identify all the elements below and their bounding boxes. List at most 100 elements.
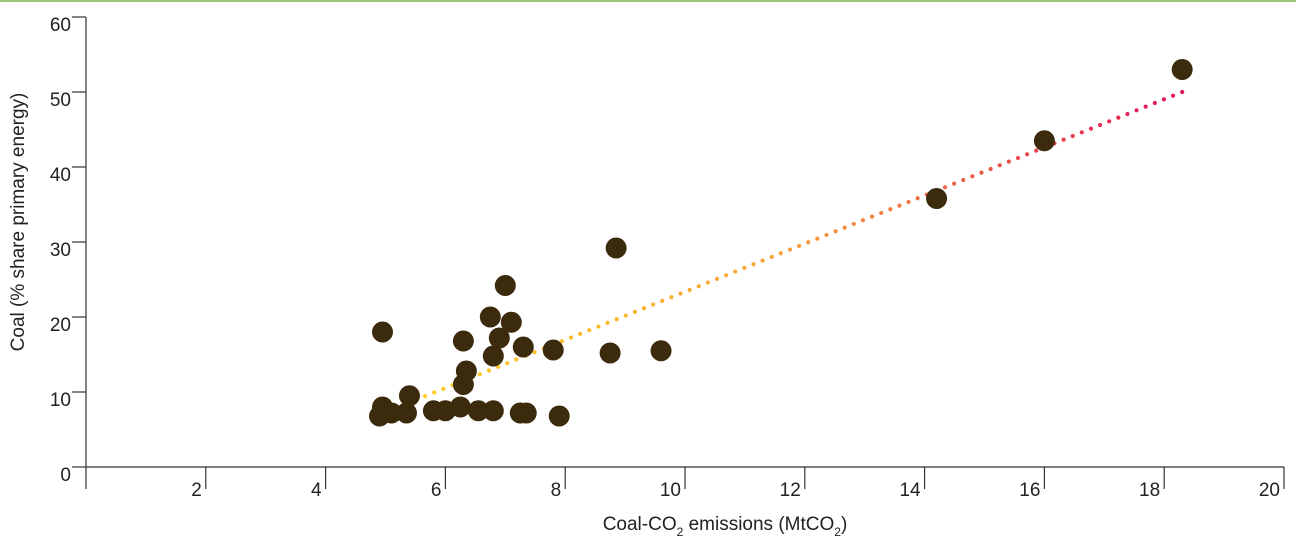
y-tick-label: 60 [50,15,71,36]
trendline-dot [961,177,966,183]
x-tick-label: 4 [311,480,322,501]
data-point [500,311,522,333]
data-point [650,340,672,362]
y-axis-title: Coal (% share primary energy) [8,93,29,352]
trendline-dot [632,309,638,314]
trendline-dot [869,214,875,219]
data-point [372,321,394,343]
trendline-dot [1143,104,1148,109]
trendline-dot [833,229,838,234]
data-point [398,385,420,407]
x-tick-label: 10 [660,480,681,501]
data-point [599,342,621,364]
trendline-dot [1015,155,1021,161]
y-tick-label: 50 [50,90,71,111]
trendline-dot [1006,159,1011,164]
trendline-dot [1070,133,1075,139]
data-point [449,396,471,418]
data-point [494,275,516,296]
trendline-dot [477,372,482,377]
data-point [512,336,534,358]
trendline-dot [1034,148,1039,153]
y-tick-label: 0 [60,465,71,486]
trendline-dot [742,265,747,271]
trendline-dot [824,232,829,238]
trendline-dot [733,269,738,274]
x-tick-label: 14 [899,480,921,501]
trendline-dot [432,390,437,395]
trendline-dot [1025,152,1030,157]
trendline-dot [851,221,856,227]
data-point [548,405,570,427]
tick-group: 2 4 6 8 10 12 14 16 18 20 0 10 20 30 40 50 60 [50,15,1285,501]
trendline-dot [769,254,774,260]
trendline-dot [1134,108,1139,113]
trendline-dot [578,331,583,336]
trendline-dot [879,210,884,216]
data-point [605,237,627,259]
y-tick-label: 40 [50,165,71,186]
trendline-dot [623,313,628,318]
trendline-dot [1161,97,1167,102]
axes [85,17,1284,489]
trendline-dot [514,357,519,362]
trendline-dot [787,247,793,252]
trendline-dot [751,262,756,267]
trendline-dot [651,302,656,307]
trendline-dot [806,240,811,245]
x-tick-label: 18 [1139,480,1160,501]
trendline-dot [559,339,565,344]
x-tick-label: 2 [191,480,202,501]
trendline-dot [641,306,647,311]
x-tick-label: 6 [431,480,442,501]
data-point [482,400,504,422]
y-tick-label: 10 [50,390,71,411]
y-tick-label: 30 [50,240,71,261]
trendline-dot [568,335,574,340]
trendline-dot [997,163,1002,168]
x-tick-label: 12 [780,480,801,501]
trendline-dot [970,174,975,179]
x-tick-label: 8 [551,480,562,501]
trendline-dot [897,203,902,208]
trendline-dot [952,181,957,186]
data-point [926,188,948,209]
data-points [369,59,1193,427]
trendline-dot [696,284,701,289]
trendline-dot [532,350,537,355]
data-point [515,402,537,424]
trendline-dot [1097,122,1103,128]
trendline-dot [979,170,984,175]
trendline [377,89,1185,417]
trendline-dot [1170,93,1176,98]
x-tick-label: 16 [1019,480,1040,501]
data-point [488,327,510,349]
trendline-dot [614,317,619,322]
data-point [380,402,402,424]
trendline-dot [423,394,428,399]
data-point [1033,130,1055,152]
trendline-dot [1079,130,1084,135]
trendline-dot [778,251,783,256]
trendline-dot [842,225,847,230]
trendline-dot [815,236,820,241]
trendline-dot [1152,100,1157,106]
trendline-dot [988,166,993,172]
data-point [395,402,417,424]
x-tick-label: 20 [1259,480,1280,501]
trendline-dot [1088,126,1094,131]
trendline-dot [678,291,683,296]
top-rule [0,0,1296,2]
trendline-dot [796,243,802,249]
trendline-dot [596,324,601,329]
trendline-dot [714,276,720,282]
data-point [452,330,474,352]
trendline-dot [1061,137,1066,142]
trendline-dot [441,386,446,391]
trendline-dot [860,218,866,223]
trendline-dot [1125,111,1130,117]
trendline-dot [660,298,665,303]
trendline-dot [915,196,920,201]
trendline-dot [724,273,729,278]
trendline-dot [888,207,893,212]
